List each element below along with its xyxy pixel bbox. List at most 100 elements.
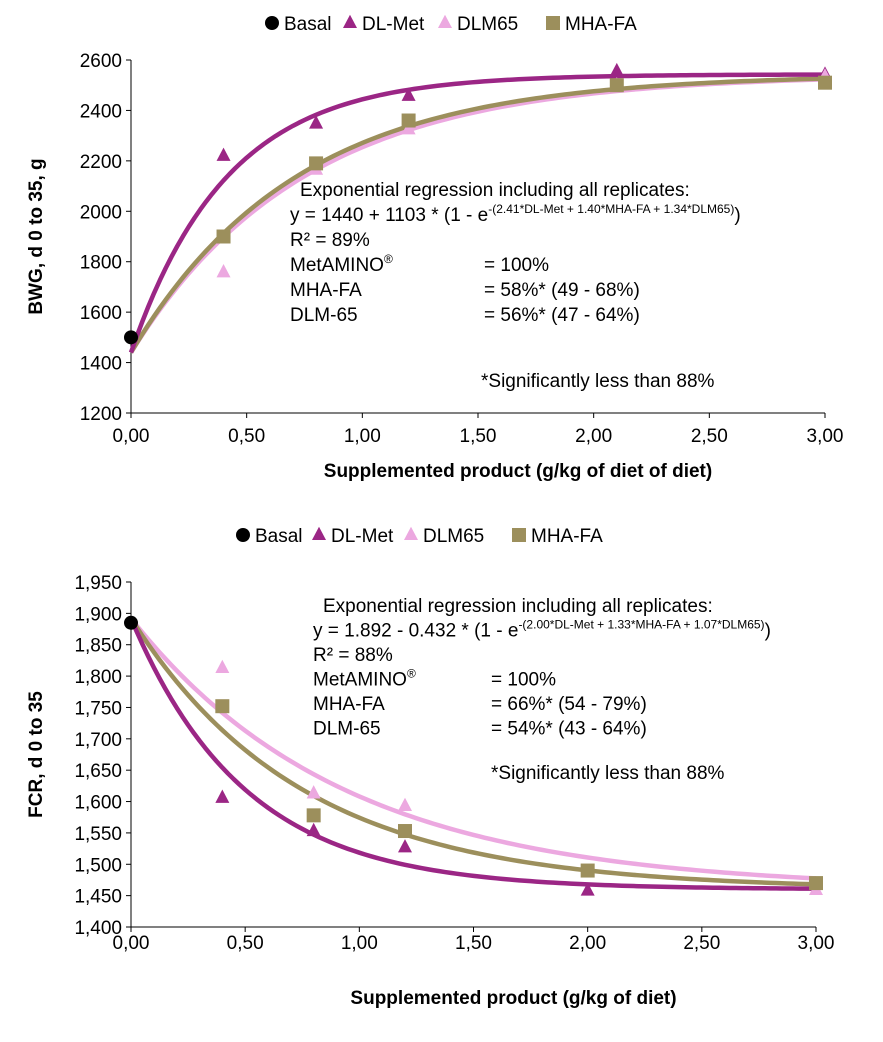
y-tick-label: 1,950 bbox=[74, 573, 122, 594]
legend-label-mhafa: MHA-FA bbox=[565, 14, 637, 35]
efficacy-product: MetAMINO bbox=[313, 670, 407, 691]
x-axis-title: Supplemented product (g/kg of diet of di… bbox=[324, 461, 712, 482]
data-point-mhafa bbox=[818, 75, 832, 90]
data-point-dlmet bbox=[398, 839, 412, 853]
regression-curve-mhafa bbox=[129, 617, 817, 887]
efficacy-value: = 56%* (47 - 64%) bbox=[484, 305, 640, 326]
legend-label-dlmet: DL-Met bbox=[331, 526, 394, 547]
data-point-dlmet bbox=[216, 147, 231, 161]
legend-marker-dlm65 bbox=[404, 526, 418, 541]
legend: Basal DL-Met DLM65 MHA-FA bbox=[236, 526, 603, 547]
efficacy-product: MHA-FA bbox=[313, 694, 385, 715]
legend-label-dlm65: DLM65 bbox=[423, 526, 484, 547]
data-point-dlmet bbox=[580, 882, 595, 896]
regression-curve-mhafa bbox=[129, 76, 826, 354]
x-tick-label: 0,00 bbox=[113, 933, 150, 954]
y-tick-label: 1600 bbox=[80, 303, 122, 324]
x-tick-label: 2,00 bbox=[575, 426, 612, 447]
data-point-dlm65 bbox=[401, 121, 416, 135]
efficacy-label: MetAMINO® bbox=[313, 667, 416, 691]
equation-exponent: -(2.41*DL-Met + 1.40*MHA-FA + 1.34*DLM65… bbox=[488, 202, 734, 216]
regression-curve-dlm65 bbox=[129, 616, 817, 881]
r-squared: R² = 88% bbox=[313, 645, 393, 666]
x-tick-label: 3,00 bbox=[807, 426, 844, 447]
x-tick-label: 0,00 bbox=[113, 426, 150, 447]
chart-top: 1200 1400 1600 1800 2000 2200 2400 2600 0,00 0,50… bbox=[26, 14, 843, 482]
efficacy-value: = 100% bbox=[484, 255, 549, 276]
significance-footnote: *Significantly less than 88% bbox=[481, 371, 715, 392]
y-tick-label: 1,400 bbox=[74, 918, 122, 939]
efficacy-label: MHA-FA bbox=[313, 694, 385, 715]
data-point-mhafa bbox=[401, 113, 416, 128]
legend-marker-basal bbox=[236, 528, 250, 542]
regression-annotation: Exponential regression including all rep… bbox=[313, 596, 771, 784]
x-tick-label: 0,50 bbox=[227, 933, 264, 954]
y-tick-label: 2400 bbox=[80, 101, 122, 122]
data-point-dlmet bbox=[306, 822, 321, 837]
efficacy-label: MetAMINO® bbox=[290, 252, 393, 276]
data-point-mhafa bbox=[609, 78, 624, 93]
annotation-heading: Exponential regression including all rep… bbox=[323, 596, 713, 617]
y-tick-label: 2600 bbox=[80, 51, 122, 72]
y-tick-label: 1,650 bbox=[74, 761, 122, 782]
efficacy-value: = 100% bbox=[491, 670, 556, 691]
y-tick-label: 1,850 bbox=[74, 636, 122, 657]
y-axis-title: FCR, d 0 to 35 bbox=[26, 691, 47, 818]
equation-close: ) bbox=[765, 621, 771, 642]
data-point-dlm65 bbox=[398, 797, 412, 811]
efficacy-product: MetAMINO bbox=[290, 255, 384, 276]
efficacy-value: = 66%* (54 - 79%) bbox=[491, 694, 647, 715]
efficacy-value: = 58%* (49 - 68%) bbox=[484, 280, 640, 301]
data-point-dlm65 bbox=[216, 264, 231, 278]
r-squared: R² = 89% bbox=[290, 230, 370, 251]
y-tick-label: 1,700 bbox=[74, 730, 122, 751]
legend-label-basal: Basal bbox=[284, 14, 332, 35]
data-point-basal bbox=[124, 615, 138, 630]
legend: Basal DL-Met DLM65 MHA-FA bbox=[265, 14, 637, 35]
data-point-mhafa bbox=[215, 699, 230, 714]
efficacy-product: MHA-FA bbox=[290, 280, 362, 301]
y-tick-label: 1,900 bbox=[74, 604, 122, 625]
legend-marker-dlm65 bbox=[438, 14, 452, 29]
equation-close: ) bbox=[734, 205, 740, 226]
y-tick-label: 1,450 bbox=[74, 887, 122, 908]
data-point-mhafa bbox=[580, 863, 595, 878]
x-tick-label: 1,50 bbox=[455, 933, 492, 954]
legend-marker-mhafa bbox=[546, 16, 560, 30]
regression-curve-dlmet bbox=[128, 72, 826, 354]
y-tick-label: 1,500 bbox=[74, 855, 122, 876]
y-tick-label: 1,800 bbox=[74, 667, 122, 688]
annotation-heading: Exponential regression including all rep… bbox=[300, 180, 690, 201]
regression-annotation: Exponential regression including all rep… bbox=[290, 180, 741, 392]
x-tick-label: 2,50 bbox=[691, 426, 728, 447]
data-point-dlmet bbox=[609, 62, 624, 77]
x-tick-label: 1,50 bbox=[460, 426, 497, 447]
registered-mark: ® bbox=[384, 252, 393, 266]
data-point-mhafa bbox=[809, 876, 823, 891]
registered-mark: ® bbox=[407, 667, 416, 681]
chart-bottom: 1,400 1,450 1,500 1,550 1,600 1,650 1,700 1,750… bbox=[26, 526, 834, 1009]
y-tick-label: 1,600 bbox=[74, 793, 122, 814]
y-tick-label: 1200 bbox=[80, 404, 122, 425]
data-point-dlm65 bbox=[215, 659, 230, 673]
efficacy-product: DLM-65 bbox=[313, 719, 381, 740]
y-tick-label: 1,750 bbox=[74, 698, 122, 719]
data-point-basal bbox=[124, 330, 138, 345]
y-tick-label: 1800 bbox=[80, 253, 122, 274]
data-point-mhafa bbox=[398, 824, 412, 839]
efficacy-label: MHA-FA bbox=[290, 280, 362, 301]
equation-exponent: -(2.00*DL-Met + 1.33*MHA-FA + 1.07*DLM65… bbox=[518, 618, 764, 632]
regression-equation: y = 1.892 - 0.432 * (1 - e-(2.00*DL-Met … bbox=[313, 618, 771, 642]
y-tick-label: 2000 bbox=[80, 202, 122, 223]
x-axis-title: Supplemented product (g/kg of diet) bbox=[350, 988, 676, 1009]
x-tick-label: 2,00 bbox=[569, 933, 606, 954]
efficacy-label: DLM-65 bbox=[290, 305, 358, 326]
x-tick-label: 1,00 bbox=[344, 426, 381, 447]
x-tick-label: 2,50 bbox=[683, 933, 720, 954]
y-tick-label: 1400 bbox=[80, 354, 122, 375]
legend-label-dlm65: DLM65 bbox=[457, 14, 518, 35]
legend-marker-mhafa bbox=[512, 528, 526, 542]
legend-marker-basal bbox=[265, 16, 279, 30]
